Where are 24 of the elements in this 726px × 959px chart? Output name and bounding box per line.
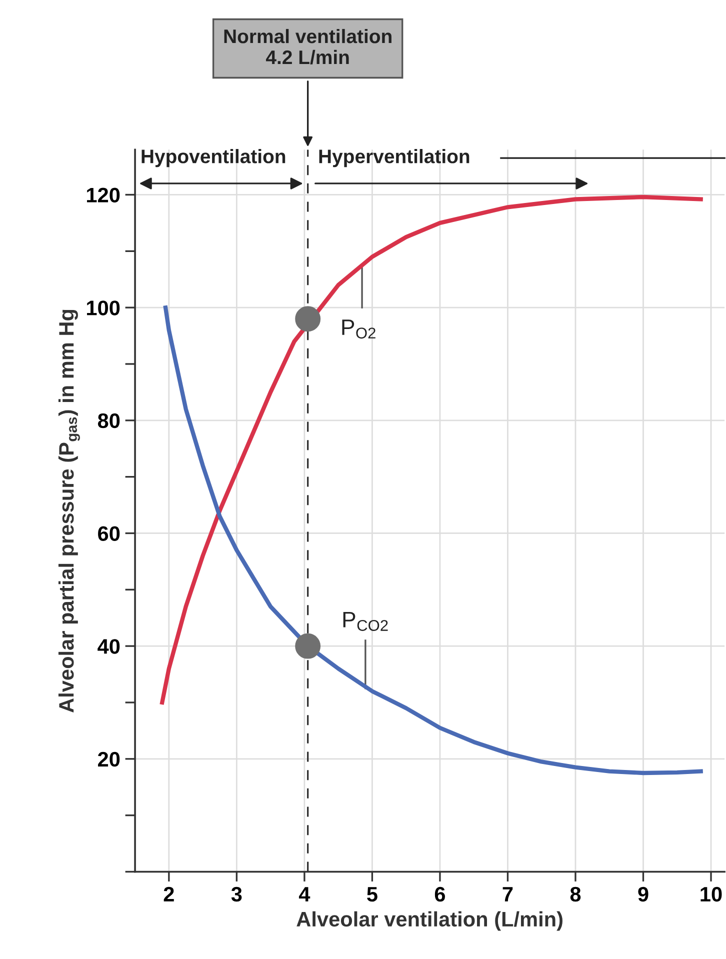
- line-series: [160, 194, 703, 705]
- annotation: Hyperventilation: [319, 149, 470, 168]
- y-tick-label: 100: [87, 300, 120, 316]
- x-axis-title: Alveolar ventilation (L/min): [296, 911, 562, 931]
- annotation: P$_{O2}$: [342, 320, 376, 339]
- annotation: Hypoventilation: [142, 149, 286, 168]
- x-tick-label: 9: [638, 886, 648, 902]
- y-tick-label: 80: [98, 413, 120, 428]
- x-tick-label: 10: [700, 886, 722, 902]
- y-axis-title: Alveolar partial pressure (P$_{gas}$) in mm Hg: [58, 310, 80, 712]
- ref-line-label: Normal ventilation 4.2 L/min: [224, 28, 392, 64]
- line-series: [163, 305, 703, 776]
- y-tick-label: 40: [98, 639, 120, 654]
- y-tick-label: 120: [87, 188, 120, 202]
- x-tick-label: 8: [570, 886, 581, 902]
- annotation: P$_{CO2}$: [343, 612, 388, 631]
- x-tick-label: 6: [434, 886, 445, 902]
- y-tick-label: 60: [98, 526, 120, 541]
- y-tick-label: 20: [98, 752, 120, 767]
- x-tick-label: 7: [502, 887, 513, 902]
- x-tick-label: 4: [298, 887, 310, 902]
- x-tick-label: 2: [164, 886, 174, 902]
- x-tick-label: 5: [367, 887, 378, 902]
- x-tick-label: 3: [231, 886, 242, 902]
